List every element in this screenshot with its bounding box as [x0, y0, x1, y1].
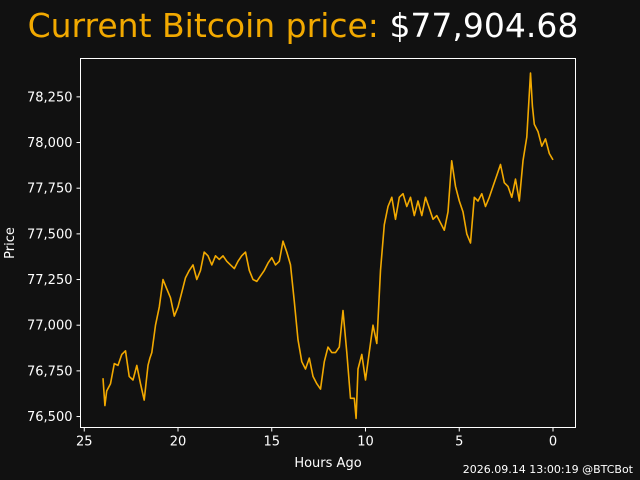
current-price: $77,904.68 — [389, 6, 579, 45]
y-tick-label: 76,500 — [27, 410, 73, 425]
y-tick-label: 77,500 — [27, 227, 73, 242]
y-axis-label: Price — [3, 227, 18, 259]
y-tick-label: 78,000 — [27, 136, 73, 151]
x-tick-label: 25 — [76, 435, 93, 450]
plot-line-layer — [102, 72, 554, 420]
plot-frame — [80, 58, 576, 428]
x-tick-label: 10 — [357, 435, 374, 450]
y-tick-label: 76,750 — [27, 364, 73, 379]
price-series-line — [102, 72, 554, 420]
x-tick-label: 15 — [263, 435, 280, 450]
x-axis-label: Hours Ago — [294, 456, 361, 471]
y-tick-label: 77,250 — [27, 273, 73, 288]
x-tick-label: 5 — [455, 435, 463, 450]
timestamp: 2026.09.14 13:00:19 @BTCBot — [462, 463, 633, 476]
x-tick-label: 20 — [170, 435, 187, 450]
y-tick-label: 77,000 — [27, 319, 73, 334]
axes-layer: 25 20 15 10 5 0 76,500 76,750 77,000 77,250 77,500… — [27, 90, 557, 449]
x-tick-label: 0 — [549, 435, 557, 450]
chart-title: Current Bitcoin price: $77,904.68 — [0, 6, 606, 45]
y-tick-label: 77,750 — [27, 182, 73, 197]
y-tick-label: 78,250 — [27, 90, 73, 105]
title-label: Current Bitcoin price: — [27, 6, 379, 45]
